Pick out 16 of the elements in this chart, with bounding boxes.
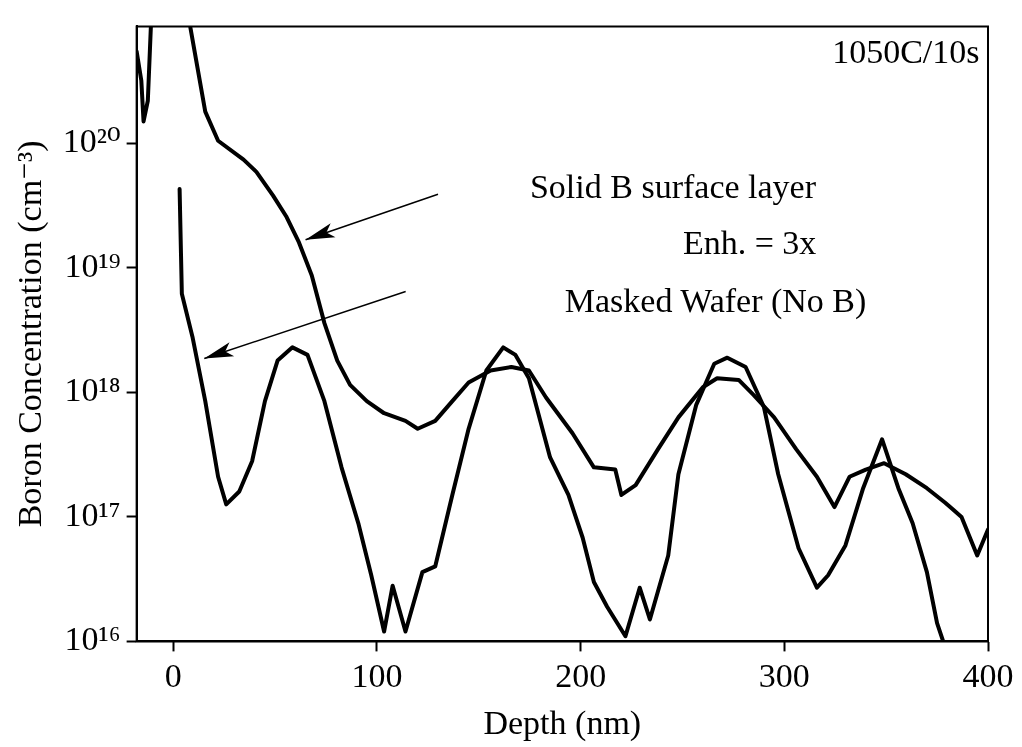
y-tick-label: 10¹⁷	[64, 495, 121, 533]
annotation: Enh. = 3x	[682, 223, 817, 261]
annotation: Masked Wafer (No B)	[564, 282, 867, 321]
x-tick-label: 100	[351, 656, 403, 694]
y-axis-title: Boron Concentration (cm⁻³)	[11, 140, 50, 528]
x-tick-label: 400	[962, 656, 1014, 694]
x-tick-label: 200	[555, 656, 607, 694]
x-tick-label: 300	[758, 656, 810, 694]
y-tick-label: 10¹⁸	[64, 371, 121, 409]
y-tick-label: 10¹⁶	[64, 620, 121, 658]
annotation: Solid B surface layer	[529, 168, 817, 206]
y-tick-label: 10¹⁹	[64, 246, 121, 284]
y-tick-label: 10²⁰	[62, 122, 121, 160]
x-axis-title: Depth (nm)	[483, 703, 642, 742]
x-tick-label: 0	[164, 656, 182, 694]
annotation: 1050C/10s	[832, 33, 980, 70]
